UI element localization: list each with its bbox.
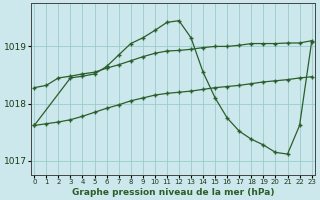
X-axis label: Graphe pression niveau de la mer (hPa): Graphe pression niveau de la mer (hPa) [72,188,274,197]
